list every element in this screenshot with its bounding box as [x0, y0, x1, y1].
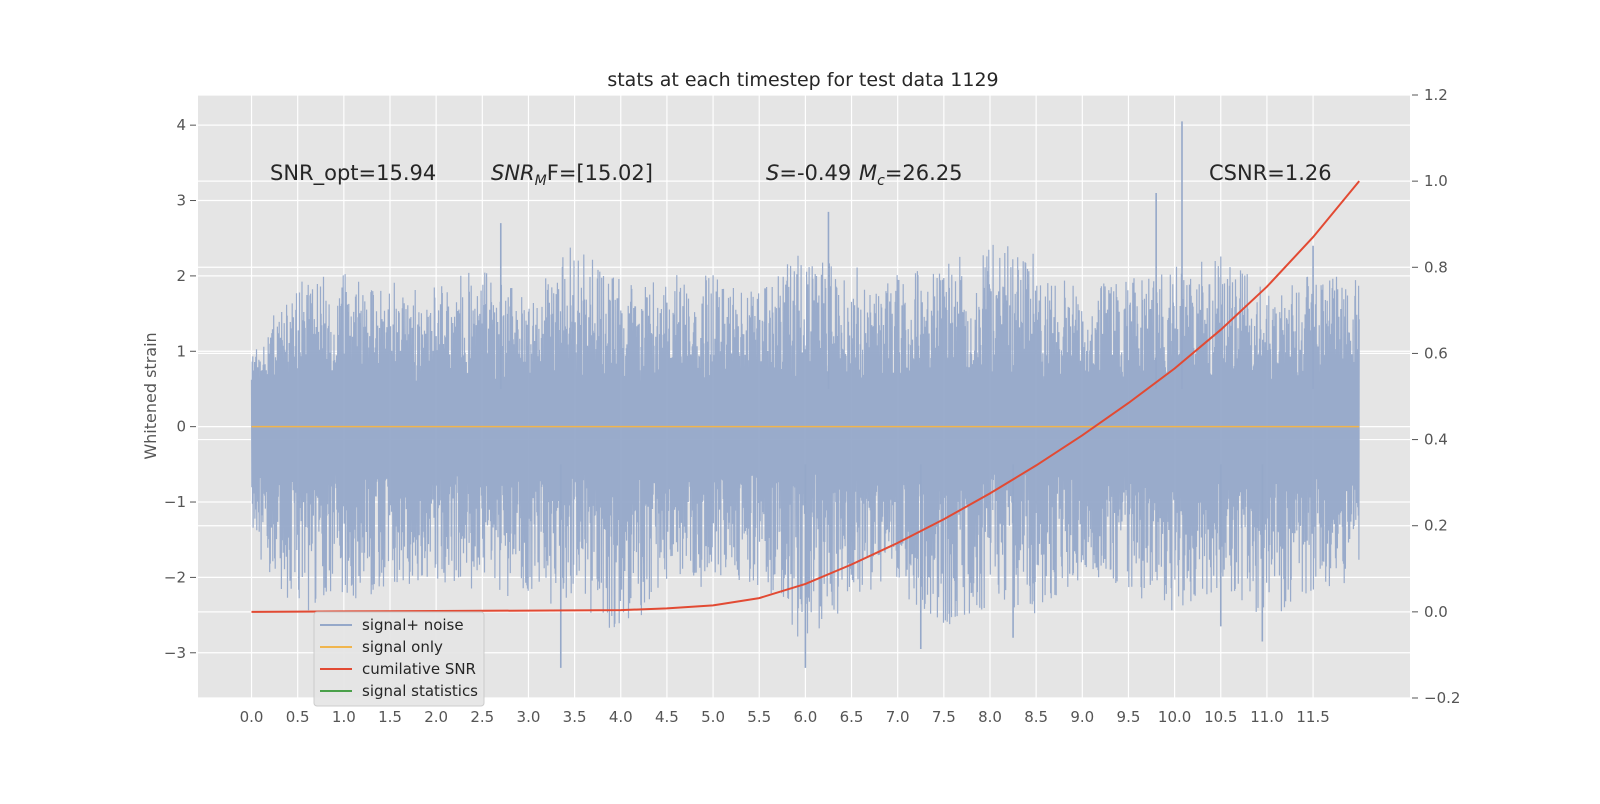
annotation-s: S=-0.49	[766, 161, 851, 185]
y-tick-label: 4	[176, 116, 186, 134]
annotation-mc-value: =26.25	[885, 161, 963, 185]
y-tick-label: −2	[164, 568, 186, 586]
legend: signal+ noise signal only cumilative SNR si…	[313, 611, 485, 707]
axes: 0.0 0.5 1.0 1.5 2.0 2.5 3.0 3.5 4.0 4.5 5.0 5.5 6.0 6…	[164, 86, 1461, 726]
x-tick-label: 3.0	[517, 708, 541, 726]
y-tick-label: 2	[176, 267, 186, 285]
y2-tick-label: 1.0	[1424, 172, 1448, 190]
x-tick-label: 4.5	[655, 708, 679, 726]
x-tick-label: 1.0	[332, 708, 356, 726]
y2-tick-label: 1.2	[1424, 86, 1448, 104]
x-tick-label: 5.0	[701, 708, 725, 726]
annotation-snr-mf: SNRMF=[15.02]	[491, 161, 653, 189]
legend-label: signal statistics	[362, 682, 478, 700]
cumulative-snr-line	[251, 180, 1360, 613]
x-tick-label: 6.0	[793, 708, 817, 726]
x-tick-label: 9.0	[1070, 708, 1094, 726]
y2-tick-label: 0.8	[1424, 258, 1448, 276]
annotation-snr-mf-label: SNR	[491, 161, 535, 185]
y2-tick-label: 0.2	[1424, 517, 1448, 535]
legend-label: cumilative SNR	[362, 660, 476, 678]
y2-tick-label: −0.2	[1424, 689, 1460, 707]
x-tick-label: 7.5	[932, 708, 956, 726]
x-tick-label: 2.0	[424, 708, 448, 726]
chart-title: stats at each timestep for test data 112…	[607, 69, 998, 91]
annotation-snr-opt: SNR_opt=15.94	[270, 161, 436, 186]
x-tick-label: 10.5	[1204, 708, 1237, 726]
annotation-snr-mf-rest: F=[15.02]	[547, 161, 653, 185]
annotation-s-value: =-0.49	[779, 161, 851, 185]
y2-tick-label: 0.0	[1424, 603, 1448, 621]
x-tick-label: 10.0	[1158, 708, 1191, 726]
x-tick-label: 8.5	[1024, 708, 1048, 726]
x-tick-label: 2.5	[470, 708, 494, 726]
x-tick-label: 6.5	[840, 708, 864, 726]
annotation-mc: Mc=26.25	[859, 161, 963, 189]
x-tick-label: 0.5	[286, 708, 310, 726]
y-tick-label: 3	[176, 192, 186, 210]
annotation-mc-label: M	[859, 161, 877, 185]
legend-label: signal only	[362, 638, 443, 656]
y2-tick-label: 0.4	[1424, 431, 1448, 449]
annotation-mc-sub: c	[877, 173, 885, 189]
y-tick-label: −1	[164, 493, 186, 511]
annotation-s-label: S	[766, 161, 779, 185]
annotation-snr-mf-sub: M	[535, 173, 547, 189]
annotation-csnr: CSNR=1.26	[1209, 161, 1332, 185]
x-tick-label: 8.0	[978, 708, 1002, 726]
y-tick-label: 0	[176, 418, 186, 436]
y-tick-label: −3	[164, 644, 186, 662]
x-tick-label: 4.0	[609, 708, 633, 726]
series-lines	[251, 180, 1360, 613]
x-tick-label: 3.5	[563, 708, 587, 726]
x-tick-label: 5.5	[747, 708, 771, 726]
x-tick-label: 0.0	[240, 708, 264, 726]
x-tick-label: 9.5	[1117, 708, 1141, 726]
x-tick-label: 11.0	[1250, 708, 1283, 726]
x-tick-label: 7.0	[886, 708, 910, 726]
x-tick-label: 11.5	[1296, 708, 1329, 726]
legend-label: signal+ noise	[362, 616, 464, 634]
x-tick-label: 1.5	[378, 708, 402, 726]
y2-tick-label: 0.6	[1424, 344, 1448, 362]
y-tick-label: 1	[176, 342, 186, 360]
y-axis-label: Whitened strain	[141, 332, 160, 459]
legend-box	[313, 611, 485, 707]
